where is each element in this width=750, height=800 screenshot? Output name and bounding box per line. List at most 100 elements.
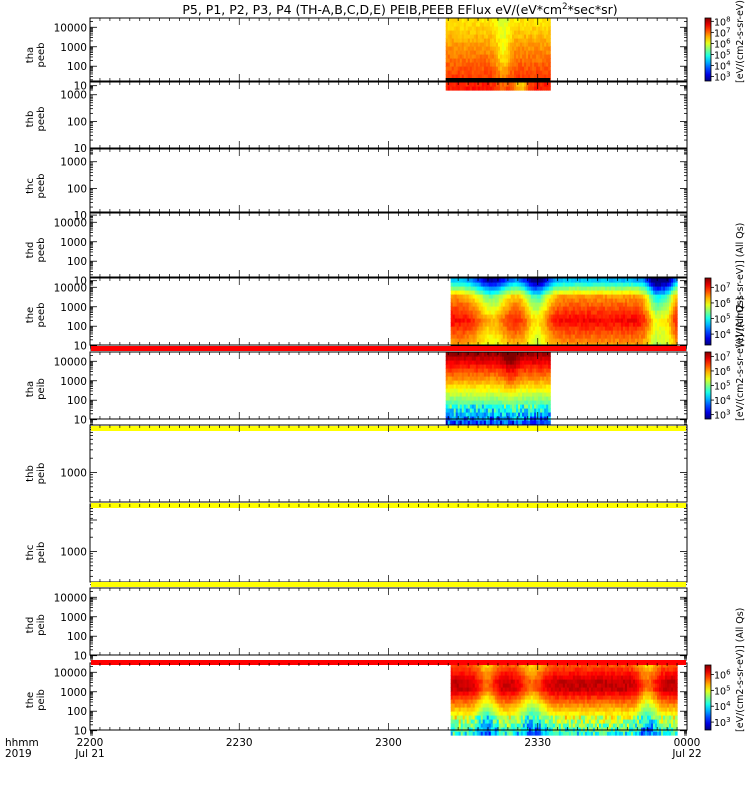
spectrogram-cell [520, 334, 524, 339]
spectrogram-cell [510, 46, 513, 51]
spectrogram-cell [626, 306, 630, 311]
spectrogram-cell [470, 290, 474, 295]
spectrogram-cell [606, 314, 610, 319]
spectrogram-cell [618, 278, 622, 283]
spectrogram-cell [463, 400, 467, 405]
spectrogram-cell [516, 400, 519, 405]
spectrogram-cell [501, 352, 505, 357]
spectrogram-cell [542, 58, 545, 63]
spectrogram-cell [471, 46, 475, 51]
spectrogram-cell [604, 330, 608, 335]
spectrogram-cell [492, 298, 496, 303]
spectrogram-cell [459, 364, 463, 369]
spectrogram-cell [445, 416, 449, 421]
spectrogram-cell [495, 66, 499, 71]
spectrogram-cell [484, 294, 488, 299]
spectrogram-cell [457, 396, 461, 401]
spectrogram-cell [598, 290, 602, 295]
spectrogram-cell [560, 326, 564, 331]
spectrogram-cell [489, 46, 493, 51]
spectrogram-cell [516, 368, 519, 373]
spectrogram-cell [536, 338, 540, 343]
spectrogram-cell [630, 310, 634, 315]
spectrogram-cell [467, 74, 471, 79]
spectrogram-cell [649, 342, 652, 347]
spectrogram-cell [626, 334, 630, 339]
spectrogram-cell [568, 286, 572, 291]
spectrogram-cell [675, 338, 678, 343]
spectrogram-cell [608, 342, 612, 347]
spectrogram-cell [542, 392, 545, 397]
spectrogram-cell [594, 306, 598, 311]
spectrogram-cell [508, 290, 512, 295]
spectrogram-cell [586, 302, 590, 307]
spectrogram-cell [485, 18, 489, 23]
spectrogram-cell [508, 318, 512, 323]
spectrogram-cell [546, 66, 549, 71]
spectrogram-cell [488, 286, 492, 291]
spectrogram-cell [499, 364, 503, 369]
spectrogram-cell [542, 26, 545, 31]
spectrogram-cell [510, 298, 514, 303]
spectrogram-cell [467, 58, 471, 63]
spectrogram-cell [526, 30, 529, 35]
spectrogram-cell [568, 282, 572, 287]
spectrogram-cell [493, 380, 497, 385]
spectrogram-cell [616, 310, 620, 315]
spectrogram-cell [542, 62, 545, 67]
spectrogram-cell [510, 384, 513, 389]
spectrogram-cell [487, 400, 491, 405]
spectrogram-cell [499, 54, 503, 59]
spectrogram-cell [632, 278, 636, 283]
spectrogram-cell [508, 352, 511, 357]
spectrogram-cell [468, 334, 472, 339]
spectrogram-cell [476, 306, 480, 311]
spectrogram-cell [490, 306, 494, 311]
spectrogram-cell [616, 298, 620, 303]
spectrogram-cell [453, 86, 457, 91]
spectrogram-cell [480, 338, 484, 343]
spectrogram-cell [540, 26, 543, 31]
spectrogram-cell [522, 334, 526, 339]
spectrogram-cell [463, 412, 467, 417]
spectrogram-cell [651, 330, 654, 335]
spectrogram-cell [564, 298, 568, 303]
spectrogram-cell [534, 294, 538, 299]
spectrogram-cell [500, 290, 504, 295]
spectrogram-cell [622, 326, 626, 331]
spectrogram-cell [503, 356, 507, 361]
spectrogram-cell [673, 322, 676, 327]
spectrogram-cell [566, 338, 570, 343]
spectrogram-cell [584, 314, 588, 319]
spectrogram-cell [479, 38, 483, 43]
spectrogram-cell [534, 310, 538, 315]
spectrogram-cell [518, 420, 521, 425]
spectrogram-cell [522, 356, 525, 361]
spectrogram-cell [470, 334, 474, 339]
spectrogram-cell [503, 364, 507, 369]
spectrogram-cell [480, 314, 484, 319]
spectrogram-cell [636, 278, 640, 283]
spectrogram-cell [596, 334, 600, 339]
spectrogram-cell [580, 290, 584, 295]
spectrogram-cell [520, 66, 523, 71]
spectrogram-cell [510, 368, 513, 373]
spectrogram-cell [536, 396, 539, 401]
spectrogram-cell [510, 404, 513, 409]
spectrogram-cell [612, 342, 616, 347]
spectrogram-cell [659, 322, 662, 327]
spectrogram-cell [600, 326, 604, 331]
spectrogram-cell [502, 314, 506, 319]
spectrogram-cell [508, 46, 511, 51]
spectrogram-cell [520, 290, 524, 295]
spectrogram-cell [465, 408, 469, 413]
spectrogram-cell [540, 376, 543, 381]
spectrogram-cell [490, 298, 494, 303]
spectrogram-cell [526, 38, 529, 43]
spectrogram-cell [501, 82, 505, 87]
spectrogram-cell [526, 58, 529, 63]
spectrogram-cell [481, 368, 485, 373]
spectrogram-cell [514, 278, 518, 283]
spectrogram-cell [508, 306, 512, 311]
spectrogram-cell [445, 82, 449, 87]
